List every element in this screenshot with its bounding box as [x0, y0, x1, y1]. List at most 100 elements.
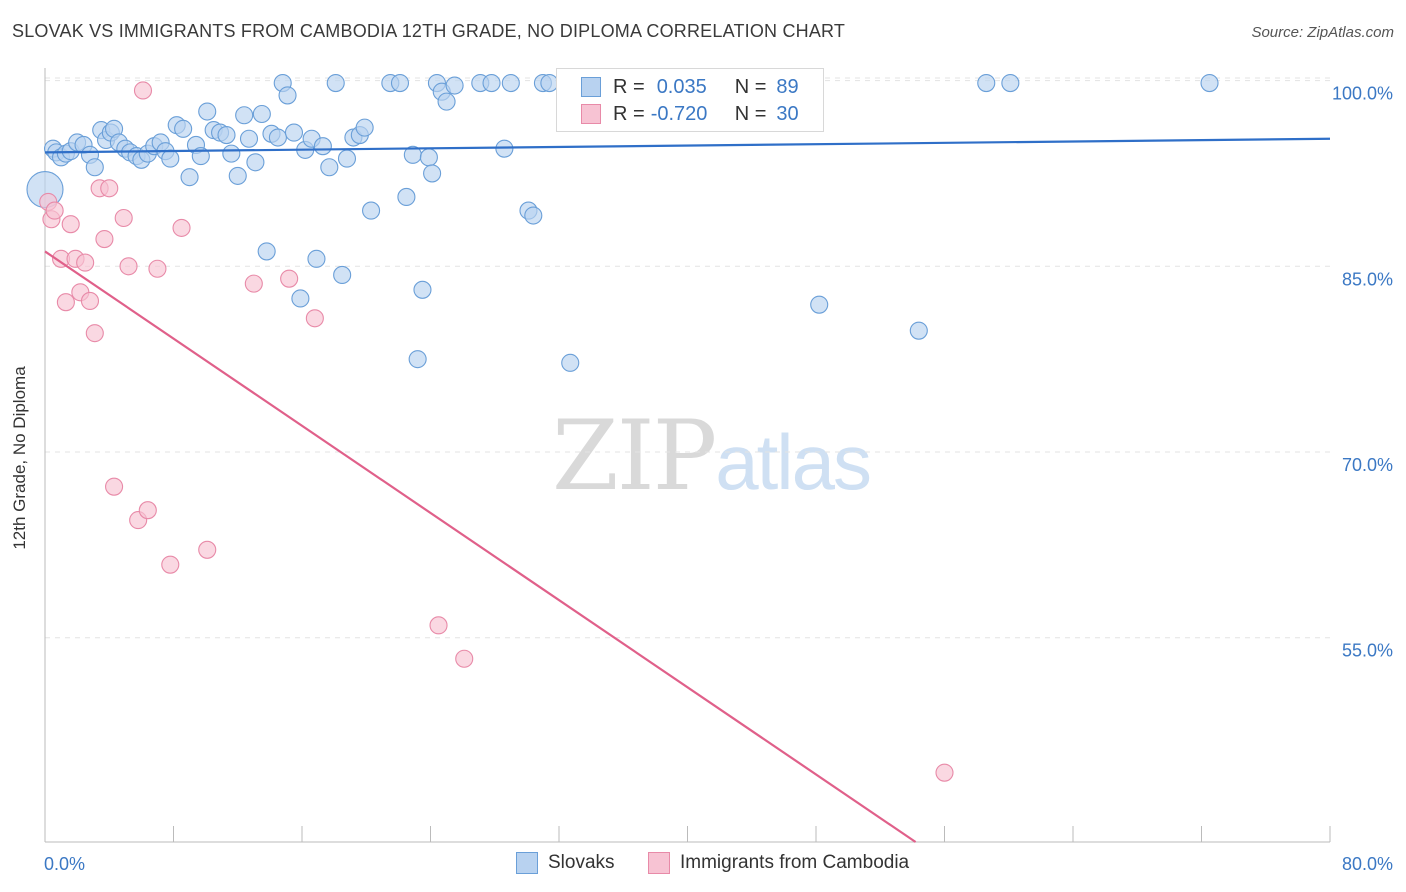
data-point-slovaks	[291, 289, 310, 308]
data-point-slovaks	[337, 149, 357, 168]
data-point-cambodia	[61, 215, 80, 234]
legend-row-slovaks: R = 0.035 N = 89	[581, 75, 799, 99]
data-point-slovaks	[235, 106, 254, 125]
data-point-slovaks	[810, 295, 829, 314]
data-point-slovaks	[501, 73, 520, 93]
trend-line-cambodia	[44, 250, 917, 843]
legend-n-label: N =	[734, 75, 767, 98]
data-point-cambodia	[935, 763, 954, 782]
data-point-cambodia	[119, 257, 138, 276]
data-point-cambodia	[80, 291, 100, 311]
data-point-slovaks	[284, 123, 304, 142]
data-point-cambodia	[172, 218, 191, 237]
data-point-slovaks	[85, 158, 104, 177]
legend-r-label: R =	[613, 75, 645, 98]
data-point-cambodia	[45, 201, 64, 220]
series-legend: Slovaks Immigrants from Cambodia	[0, 852, 1406, 876]
data-point-slovaks	[320, 158, 339, 177]
legend-swatch-slovaks	[581, 77, 601, 97]
y-tick-label: 100.0%	[1332, 84, 1393, 104]
data-point-slovaks	[397, 187, 416, 207]
series-legend-cambodia[interactable]: Immigrants from Cambodia	[648, 852, 909, 874]
data-point-cambodia	[198, 540, 217, 559]
data-point-slovaks	[445, 76, 464, 95]
y-tick-label: 85.0%	[1342, 269, 1393, 289]
data-point-slovaks	[161, 149, 180, 168]
data-point-slovaks	[390, 73, 410, 93]
legend-r-label: R =	[613, 102, 645, 125]
data-point-slovaks	[419, 148, 438, 167]
data-point-slovaks	[437, 92, 456, 111]
y-axis-label: 12th Grade, No Diploma	[10, 366, 29, 550]
data-point-slovaks	[268, 128, 287, 147]
data-point-cambodia	[100, 179, 119, 198]
data-point-cambodia	[280, 269, 299, 288]
watermark: ZIPatlas	[552, 400, 872, 512]
legend-n-value: 89	[776, 75, 799, 98]
data-point-cambodia	[114, 208, 133, 228]
chart-title: SLOVAK VS IMMIGRANTS FROM CAMBODIA 12TH …	[12, 21, 846, 41]
data-point-slovaks	[561, 353, 580, 372]
data-point-slovaks	[278, 86, 297, 105]
data-point-cambodia	[85, 324, 104, 343]
data-point-cambodia	[305, 309, 324, 328]
data-point-slovaks	[1200, 73, 1219, 93]
data-point-slovaks	[239, 129, 259, 148]
series-legend-swatch-slovaks	[516, 852, 538, 874]
data-point-cambodia	[56, 293, 75, 312]
data-point-slovaks	[355, 118, 374, 137]
data-point-cambodia	[138, 501, 157, 520]
data-point-cambodia	[133, 81, 153, 100]
data-point-slovaks	[246, 153, 265, 172]
data-point-slovaks	[217, 125, 236, 145]
data-point-cambodia	[95, 229, 114, 249]
data-point-slovaks	[180, 168, 199, 187]
x-tick-label: 0.0%	[44, 854, 85, 874]
data-point-slovaks	[909, 321, 928, 340]
chart-source: Source: ZipAtlas.com	[1251, 24, 1394, 41]
legend-n-label: N =	[734, 102, 767, 125]
watermark-atlas: atlas	[715, 418, 872, 506]
x-tick-label: 80.0%	[1342, 854, 1393, 874]
data-point-slovaks	[413, 280, 432, 299]
data-point-slovaks	[307, 249, 326, 268]
legend-r-value: -0.720	[650, 102, 708, 125]
series-legend-slovaks[interactable]: Slovaks	[516, 852, 615, 874]
data-point-slovaks	[257, 242, 276, 261]
data-point-slovaks	[524, 206, 543, 225]
data-point-slovaks	[482, 73, 501, 93]
y-tick-label: 70.0%	[1342, 455, 1393, 475]
data-point-slovaks	[362, 201, 381, 220]
data-point-cambodia	[148, 259, 167, 278]
data-point-slovaks	[423, 164, 442, 183]
data-point-cambodia	[455, 649, 474, 668]
data-point-cambodia	[429, 616, 448, 635]
watermark-zip: ZIP	[552, 400, 717, 512]
legend-r-value: 0.035	[656, 75, 707, 98]
data-point-cambodia	[161, 555, 180, 574]
data-point-slovaks	[333, 265, 352, 285]
series-legend-swatch-cambodia	[648, 852, 670, 874]
data-point-slovaks	[1001, 73, 1020, 93]
data-point-slovaks	[228, 166, 247, 185]
series-legend-label: Immigrants from Cambodia	[680, 852, 910, 873]
data-point-cambodia	[244, 274, 263, 293]
data-point-slovaks	[326, 73, 345, 93]
data-point-cambodia	[76, 253, 95, 272]
data-point-cambodia	[105, 477, 124, 496]
data-point-slovaks	[198, 102, 217, 121]
data-point-slovaks	[252, 104, 271, 124]
series-legend-label: Slovaks	[548, 852, 615, 873]
y-tick-label: 55.0%	[1342, 641, 1393, 661]
legend-n-value: 30	[776, 102, 799, 125]
stats-legend: R = 0.035 N = 89 R = -0.720 N = 30	[556, 68, 824, 132]
data-point-slovaks	[977, 73, 996, 93]
data-point-slovaks	[174, 119, 193, 138]
data-point-slovaks	[313, 137, 332, 156]
trend-line-slovaks	[44, 137, 1331, 154]
legend-swatch-cambodia	[581, 104, 601, 124]
data-point-slovaks	[222, 144, 241, 163]
data-point-slovaks	[408, 350, 427, 369]
legend-row-cambodia: R = -0.720 N = 30	[581, 102, 799, 126]
